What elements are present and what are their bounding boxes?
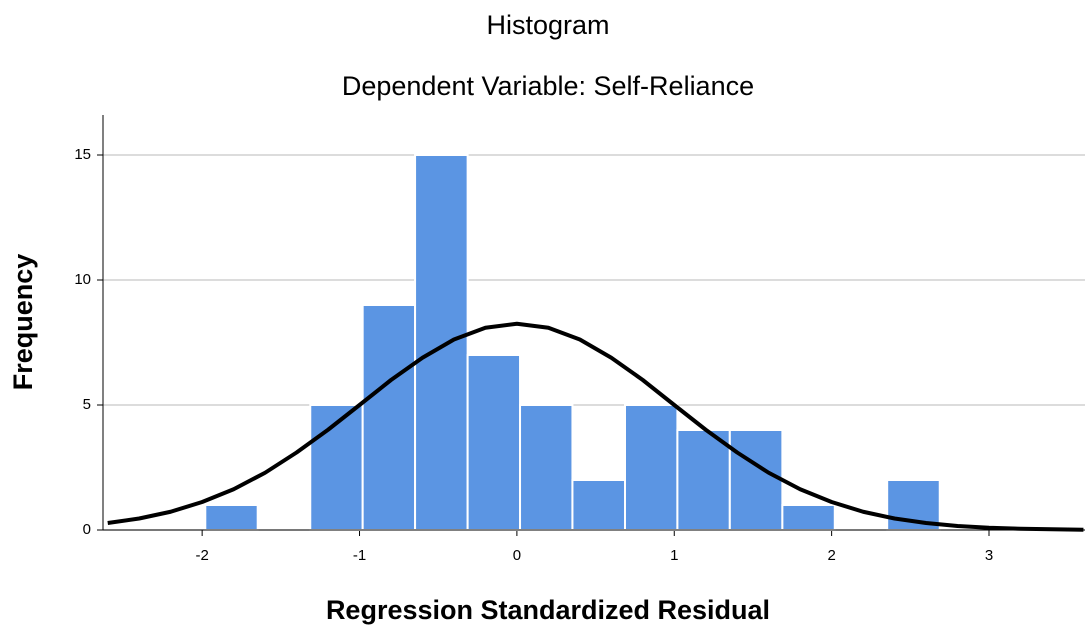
bar bbox=[781, 504, 836, 531]
chart-title: Histogram bbox=[486, 10, 609, 40]
y-axis-title: Frequency bbox=[8, 254, 38, 391]
chart-subtitle: Dependent Variable: Self-Reliance bbox=[342, 71, 754, 101]
x-tick-label: 1 bbox=[670, 547, 678, 564]
x-tick-label: 0 bbox=[513, 547, 521, 564]
x-tick-label: 2 bbox=[827, 547, 835, 564]
x-tick-label: -1 bbox=[353, 547, 366, 564]
x-tick-label: 3 bbox=[985, 547, 993, 564]
normal-curve bbox=[107, 321, 1084, 532]
y-tick-label: 0 bbox=[83, 521, 91, 538]
bar bbox=[571, 479, 627, 531]
bar bbox=[361, 304, 417, 531]
y-tick-label: 10 bbox=[74, 271, 91, 288]
x-tick-label: -2 bbox=[195, 547, 208, 564]
bar bbox=[414, 154, 469, 531]
bar bbox=[624, 404, 679, 531]
bar bbox=[519, 404, 574, 531]
bar bbox=[204, 504, 259, 531]
y-tick-label: 5 bbox=[83, 396, 91, 413]
bar bbox=[728, 429, 784, 531]
x-axis-title: Regression Standardized Residual bbox=[326, 595, 770, 625]
bar bbox=[466, 354, 522, 531]
y-tick-label: 15 bbox=[74, 146, 91, 163]
bar bbox=[676, 429, 731, 531]
